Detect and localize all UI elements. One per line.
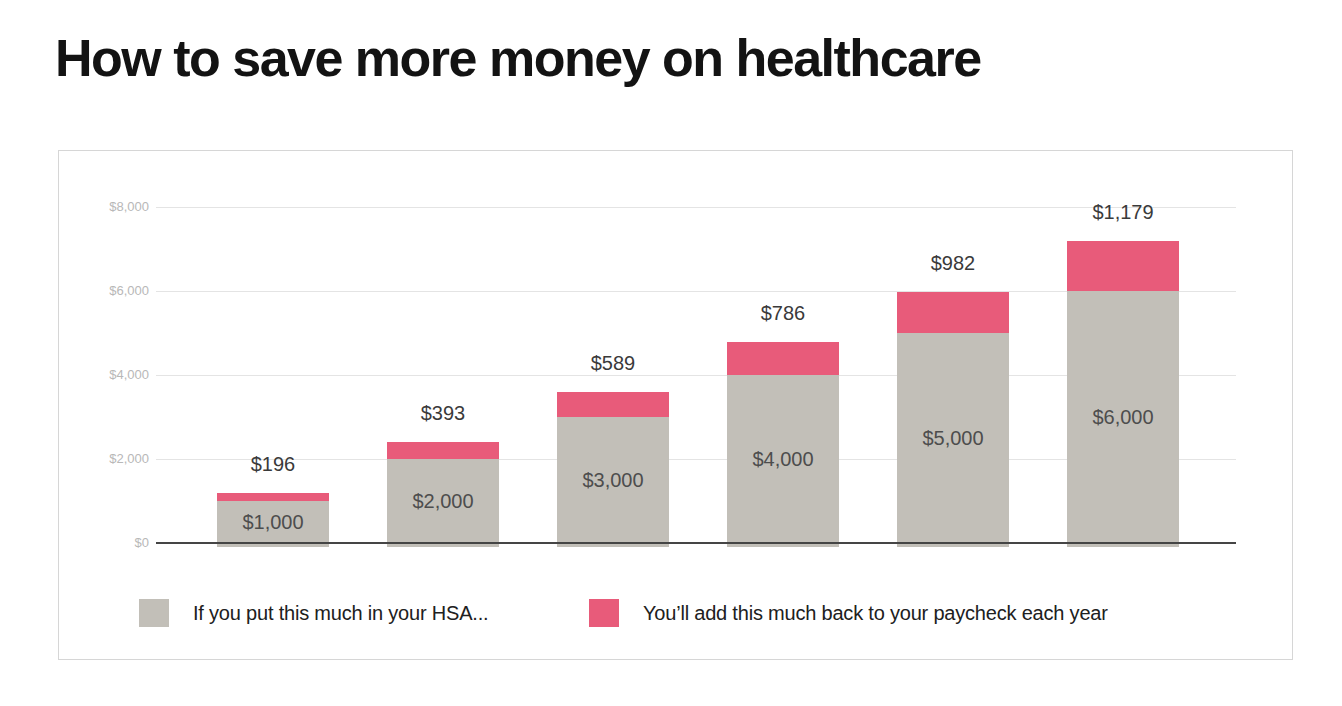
bar-segment-paycheck <box>727 342 839 375</box>
bar-value-label-hsa: $3,000 <box>557 469 669 491</box>
bar-segment-paycheck <box>1067 241 1179 291</box>
bar-segment-paycheck <box>557 392 669 417</box>
bar-value-label-paycheck: $982 <box>868 251 1038 275</box>
bar-value-label-hsa: $2,000 <box>387 490 499 512</box>
y-axis-tick-label: $2,000 <box>59 452 149 466</box>
legend-label-paycheck: You’ll add this much back to your payche… <box>643 602 1108 625</box>
bar-value-label-hsa: $6,000 <box>1067 406 1179 428</box>
chart-card: $0 $2,000 $4,000 $6,000 $8,000 $1,000 $196 $2,0… <box>58 150 1293 660</box>
bar-segment-paycheck <box>897 292 1009 333</box>
bar-value-label-paycheck: $196 <box>188 452 358 476</box>
y-axis-tick-label: $8,000 <box>59 200 149 214</box>
bar-value-label-paycheck: $1,179 <box>1038 200 1208 224</box>
legend-swatch-paycheck-icon <box>589 599 619 627</box>
legend-item-paycheck: You’ll add this much back to your payche… <box>589 599 1108 627</box>
bar-value-label-paycheck: $393 <box>358 401 528 425</box>
bar-value-label-hsa: $1,000 <box>217 511 329 533</box>
bar-value-label-paycheck: $786 <box>698 301 868 325</box>
y-axis-tick-label: $0 <box>59 536 149 550</box>
page-title: How to save more money on healthcare <box>55 30 1342 86</box>
bar-value-label-hsa: $4,000 <box>727 448 839 470</box>
bar-value-label-hsa: $5,000 <box>897 427 1009 449</box>
y-axis-tick-label: $6,000 <box>59 284 149 298</box>
plot-area: $0 $2,000 $4,000 $6,000 $8,000 $1,000 $196 $2,0… <box>59 151 1292 659</box>
bar-segment-paycheck <box>387 442 499 459</box>
legend-swatch-hsa-icon <box>139 599 169 627</box>
bar-segment-paycheck <box>217 493 329 501</box>
bar-value-label-paycheck: $589 <box>528 351 698 375</box>
legend-label-hsa: If you put this much in your HSA... <box>193 602 488 625</box>
y-axis-tick-label: $4,000 <box>59 368 149 382</box>
x-axis-baseline <box>156 542 1236 544</box>
legend-item-hsa: If you put this much in your HSA... <box>139 599 488 627</box>
